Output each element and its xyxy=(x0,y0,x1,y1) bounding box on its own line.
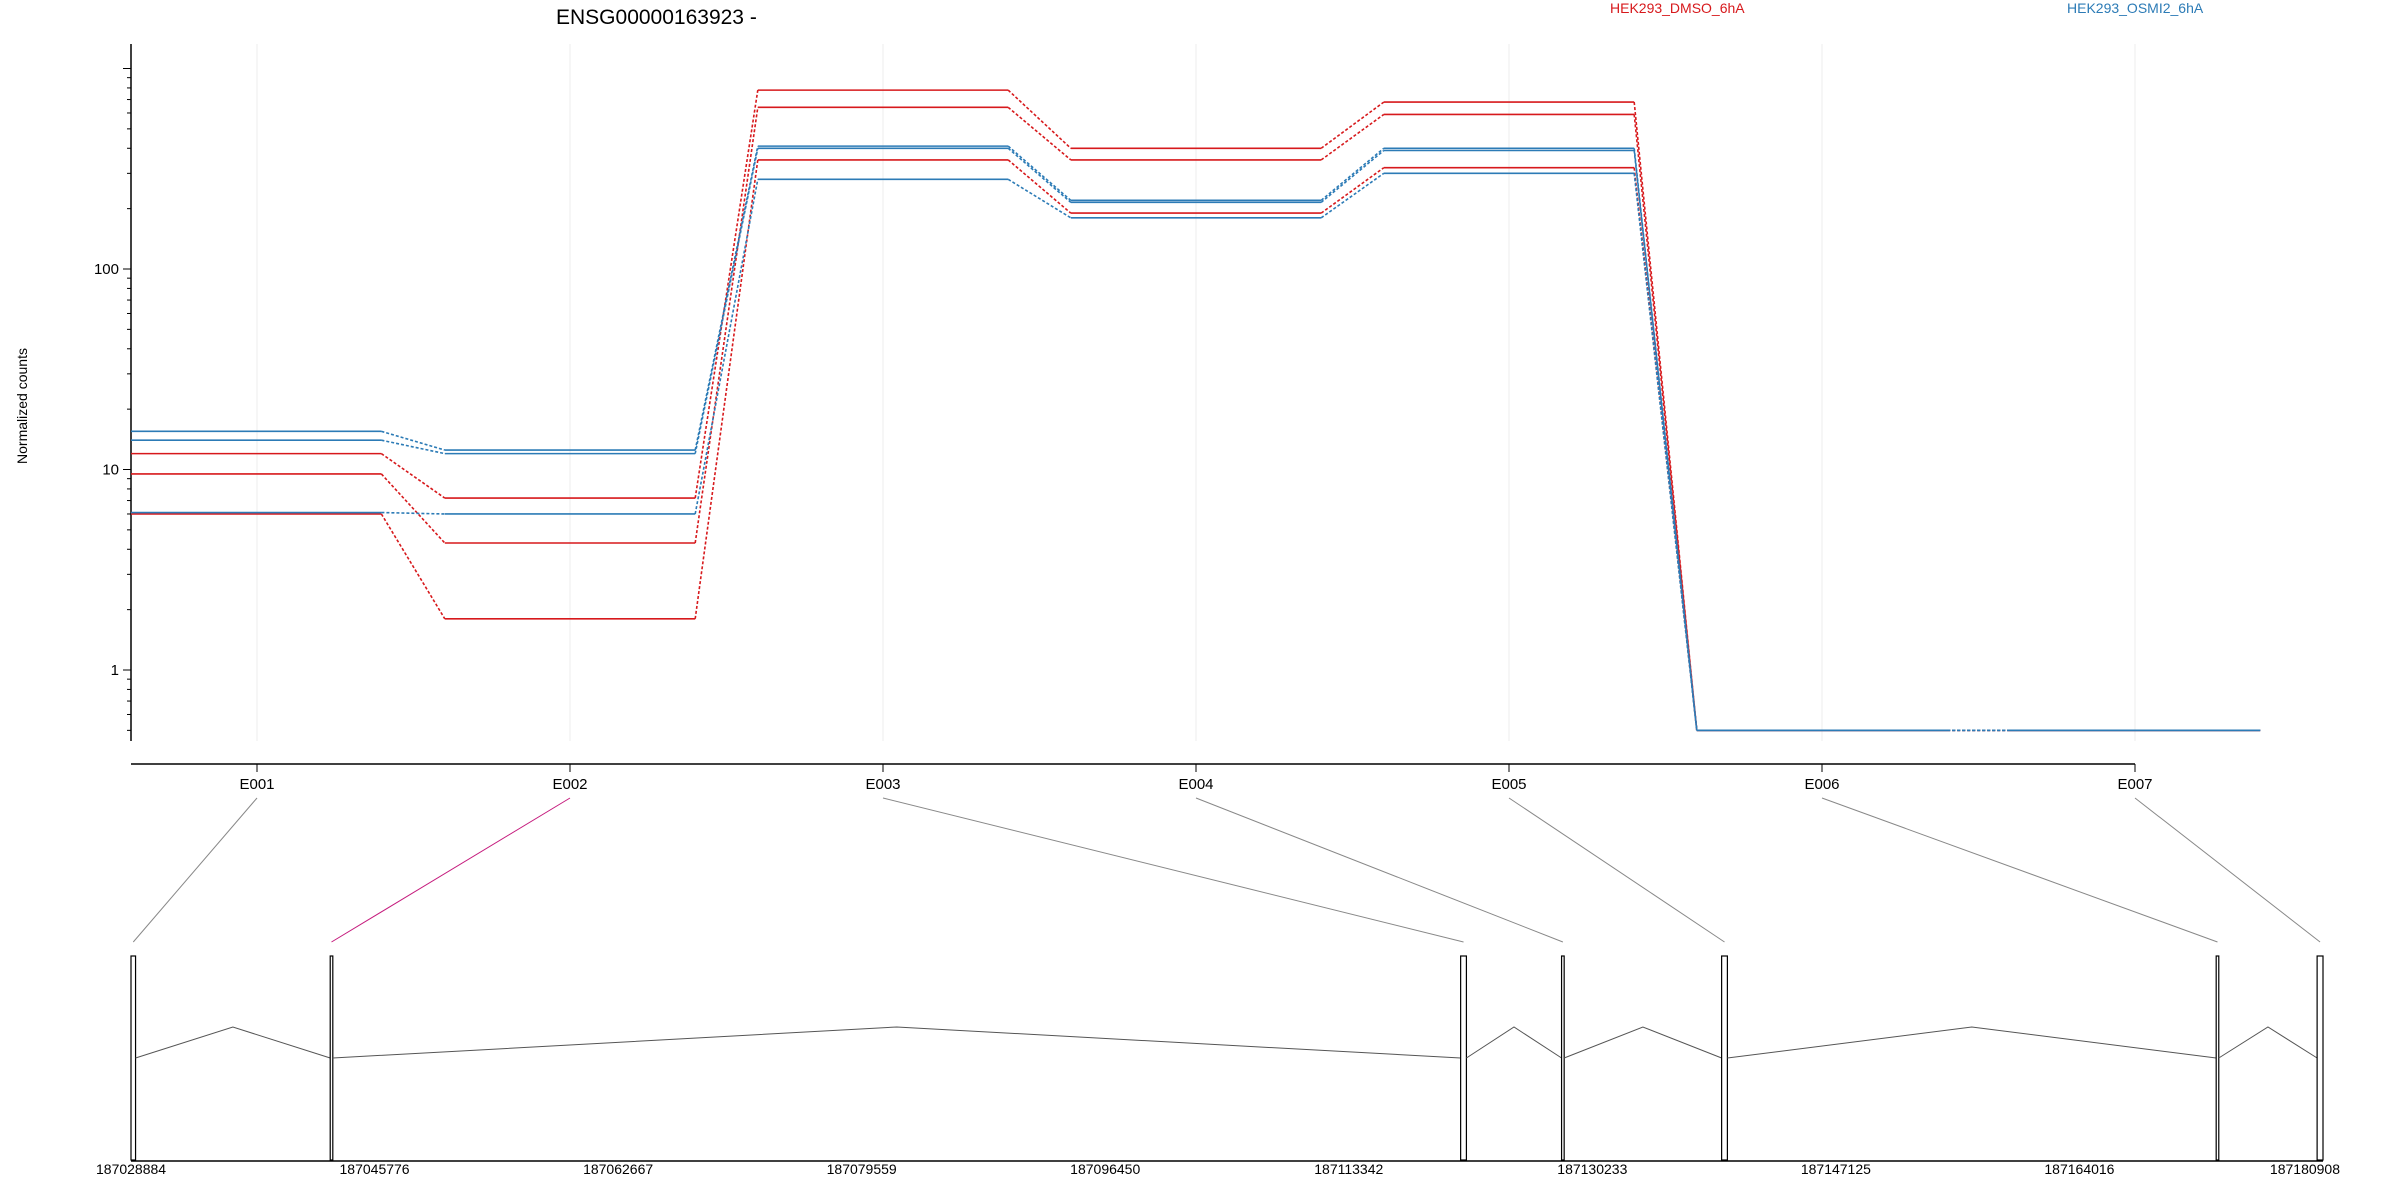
legend-label-dmso: HEK293_DMSO_6hA xyxy=(1610,0,1745,16)
series-connector xyxy=(1007,159,1072,214)
exon-connector xyxy=(1508,797,1725,943)
exon-connector xyxy=(1821,797,2218,943)
x-tick-label: E001 xyxy=(239,776,274,793)
x-tick-label: E006 xyxy=(1804,776,1839,793)
legend-label-osmi2: HEK293_OSMI2_6hA xyxy=(2067,0,2204,16)
chart-title: ENSG00000163923 - xyxy=(556,6,757,29)
exon-box xyxy=(1721,955,1728,1161)
genomic-tick-label: 187147125 xyxy=(1801,1161,1871,1177)
series-connector xyxy=(1633,173,1698,731)
series-connector xyxy=(1320,113,1385,161)
series-connector xyxy=(694,148,759,454)
series-connector xyxy=(1320,147,1385,201)
genomic-tick-label: 187113342 xyxy=(1314,1161,1383,1177)
series-connector xyxy=(694,107,759,544)
series-connector xyxy=(694,90,759,499)
y-tick-label: 10 xyxy=(102,462,119,479)
series-connector xyxy=(1007,147,1072,203)
series-connector xyxy=(1320,149,1385,203)
genomic-tick-label: 187130233 xyxy=(1557,1161,1627,1177)
series-connector xyxy=(381,439,445,455)
series-connector xyxy=(694,179,759,515)
genomic-axis: 187028884 187045776 187062667 187079559 1870… xyxy=(96,1160,2340,1177)
x-tick-label: E005 xyxy=(1491,776,1526,793)
exon-connector xyxy=(132,797,258,943)
exon-box xyxy=(1560,955,1565,1161)
x-tick-label: E003 xyxy=(865,776,900,793)
series-connector xyxy=(1633,150,1698,731)
intron-line xyxy=(2218,1026,2318,1059)
exon-connector xyxy=(2134,797,2321,943)
exon-connector xyxy=(1195,797,1564,943)
series-connector xyxy=(1007,178,1072,219)
series-connector xyxy=(1633,102,1698,731)
genomic-tick-label: 187062667 xyxy=(583,1161,653,1177)
exon-box xyxy=(329,955,334,1161)
gene-model xyxy=(130,955,2324,1161)
series-connector xyxy=(1007,145,1072,201)
exon-box xyxy=(130,955,137,1161)
x-axis: E001 E002 E003 E004 E005 E006 E007 xyxy=(131,763,2153,793)
intron-line xyxy=(1727,1026,2217,1059)
series-connector xyxy=(1320,101,1385,149)
series-connector xyxy=(380,452,446,499)
exon-connector xyxy=(331,797,571,943)
intron-line xyxy=(1563,1026,1722,1059)
exon-box xyxy=(2215,955,2220,1161)
exon-connector xyxy=(882,797,1464,943)
x-tick-label: E004 xyxy=(1178,776,1213,793)
series-layer xyxy=(131,89,2261,732)
genomic-tick-label: 187096450 xyxy=(1070,1161,1140,1177)
series-connector xyxy=(1320,172,1385,219)
series-connector xyxy=(381,430,446,451)
genomic-tick-label: 187079559 xyxy=(827,1161,897,1177)
series-connector xyxy=(380,473,446,544)
genomic-tick-label: 187180908 xyxy=(2270,1161,2340,1177)
intron-line xyxy=(332,1026,1461,1059)
genomic-tick-label: 187045776 xyxy=(340,1161,410,1177)
series-connector xyxy=(1320,167,1385,214)
exon-connectors xyxy=(132,797,2321,943)
series-connector xyxy=(381,511,445,515)
genomic-tick-label: 187028884 xyxy=(96,1161,166,1177)
x-tick-label: E007 xyxy=(2117,776,2152,793)
intron-line xyxy=(135,1026,331,1059)
y-axis-label: Normalized counts xyxy=(14,348,30,464)
series-connector xyxy=(1007,106,1072,161)
genomic-tick-label: 187164016 xyxy=(2044,1161,2114,1177)
y-tick-label: 1 xyxy=(111,662,119,679)
series-line xyxy=(131,172,2261,732)
y-axis: 1 10 100 xyxy=(94,44,132,741)
exon-box xyxy=(2316,955,2324,1161)
series-connector xyxy=(380,513,446,620)
intron-line xyxy=(1466,1026,1562,1059)
series-connector xyxy=(1007,89,1072,149)
y-tick-label: 100 xyxy=(94,261,119,278)
exon-box xyxy=(1460,955,1468,1161)
x-tick-label: E002 xyxy=(552,776,587,793)
